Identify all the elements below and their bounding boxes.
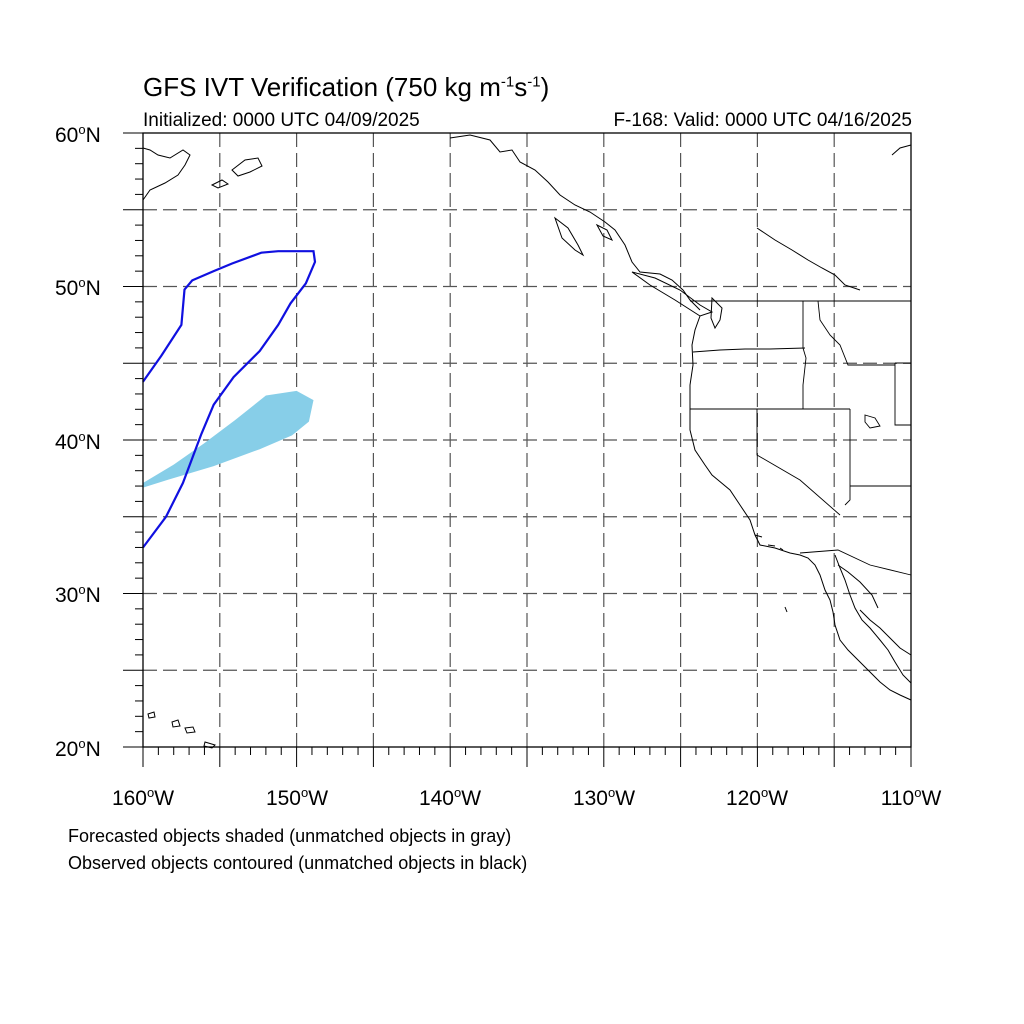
az-mexico-border [799, 549, 912, 576]
chart-title: GFS IVT Verification (750 kg m-1s-1) [143, 72, 550, 102]
id-mt-border [817, 300, 895, 366]
forecast-legend-note: Forecasted objects shaded (unmatched obj… [68, 826, 512, 846]
wa-or-border [692, 347, 806, 353]
valid-time: F-168: Valid: 0000 UTC 04/16/2025 [613, 110, 912, 131]
lat-label-50n: 50oN [55, 275, 101, 300]
great-salt-lake [864, 414, 881, 429]
wy-border [894, 362, 911, 426]
lon-label-110w: 110oW [880, 785, 942, 810]
hudson-edge [891, 144, 912, 156]
observed-legend-note: Observed objects contoured (unmatched ob… [68, 853, 528, 873]
haida-gwaii [595, 223, 614, 242]
ivt-objects [142, 250, 317, 549]
lon-label-160w: 160oW [111, 785, 175, 810]
mainland-mexico-coast [859, 609, 912, 656]
forecast-ivt-object [143, 390, 314, 488]
nv-ut-border [844, 409, 851, 506]
us-west-coast [689, 315, 912, 701]
se-alaska-coast [449, 134, 701, 311]
map-frame [142, 132, 912, 748]
lat-label-20n: 20oN [55, 736, 101, 761]
vancouver-island [631, 271, 714, 317]
canada-lake-coast [756, 227, 861, 291]
lat-label-60n: 60oN [55, 122, 101, 147]
axis-ticks [123, 132, 912, 767]
state-boundaries [690, 300, 912, 576]
channel-islands [754, 534, 784, 551]
gridlines [143, 133, 911, 747]
lon-label-120w: 120oW [725, 785, 789, 810]
lon-label-140w: 140oW [418, 785, 482, 810]
guadalupe-island [784, 606, 788, 613]
puget-sound [710, 296, 723, 330]
bc-islands [553, 216, 585, 257]
kodiak-island [231, 157, 263, 177]
baja-gulf-coast [834, 554, 912, 684]
baja-inner-coast [837, 564, 879, 609]
initialized-time: Initialized: 0000 UTC 04/09/2025 [143, 110, 420, 131]
alaska-coast [142, 147, 191, 201]
hawaii-islands [147, 711, 216, 749]
wa-id-border [802, 301, 807, 409]
coastlines [142, 134, 912, 749]
lon-label-150w: 150oW [265, 785, 329, 810]
lon-label-130w: 130oW [572, 785, 636, 810]
observed-ivt-contour [142, 250, 317, 549]
lat-label-30n: 30oN [55, 582, 101, 607]
ca-nv-border [756, 409, 841, 516]
alaska-islands [210, 179, 230, 189]
lat-label-40n: 40oN [55, 429, 101, 454]
